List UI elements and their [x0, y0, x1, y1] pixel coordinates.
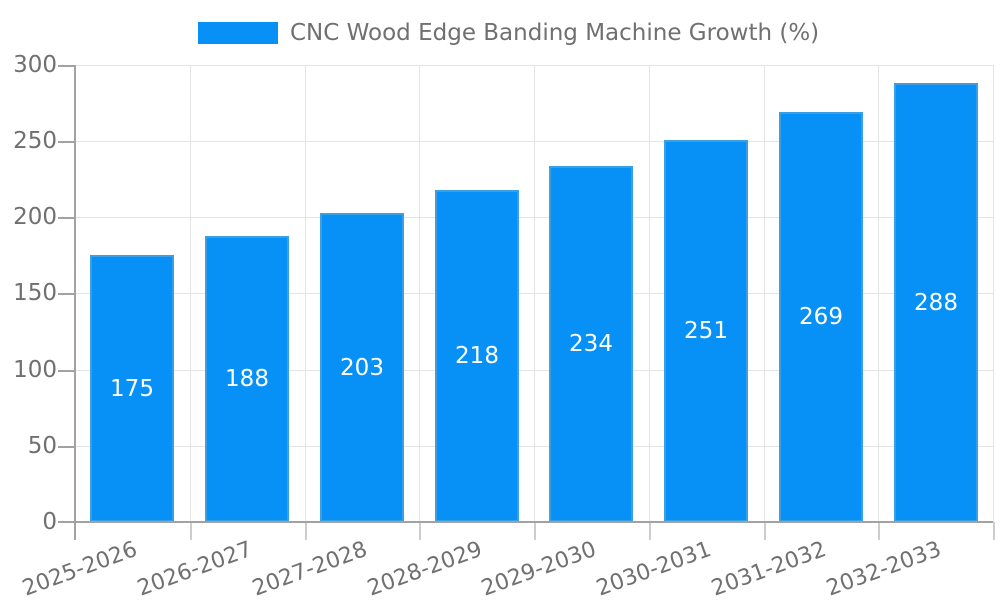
y-axis-line [74, 65, 76, 540]
bar: 203 [320, 213, 404, 522]
x-axis-tick [190, 522, 192, 540]
bar-value-label: 269 [799, 304, 843, 330]
legend-swatch [198, 22, 278, 44]
y-tick-label: 200 [13, 204, 57, 230]
x-axis-tick [649, 522, 651, 540]
x-axis-tick [878, 522, 880, 540]
gridline-vertical [305, 65, 306, 522]
gridline-vertical [649, 65, 650, 522]
bar: 188 [205, 236, 289, 522]
y-axis-tick [58, 293, 75, 295]
y-tick-label: 250 [13, 128, 57, 154]
bar-value-label: 234 [569, 331, 613, 357]
gridline-vertical [878, 65, 879, 522]
y-axis-tick [58, 217, 75, 219]
gridline-vertical [419, 65, 420, 522]
y-tick-label: 300 [13, 52, 57, 78]
x-axis-tick [764, 522, 766, 540]
legend-item[interactable]: CNC Wood Edge Banding Machine Growth (%) [198, 20, 819, 46]
x-axis-tick [993, 522, 995, 540]
y-tick-label: 100 [13, 357, 57, 383]
bar: 218 [435, 190, 519, 522]
bar: 251 [664, 140, 748, 522]
bar: 175 [90, 255, 174, 522]
bar: 288 [894, 83, 978, 522]
bar-value-label: 288 [914, 289, 958, 316]
y-tick-label: 0 [42, 509, 57, 535]
x-axis-line [58, 521, 993, 523]
bar-value-label: 175 [110, 375, 154, 402]
y-axis-tick [58, 370, 75, 372]
bar-value-label: 251 [684, 318, 728, 344]
bar: 234 [549, 166, 633, 522]
bar-value-label: 188 [225, 366, 269, 392]
gridline-vertical [993, 65, 994, 522]
y-axis-tick [58, 446, 75, 448]
y-axis-tick [58, 65, 75, 67]
bar-value-label: 218 [455, 343, 499, 369]
x-axis-tick [534, 522, 536, 540]
x-axis-tick [419, 522, 421, 540]
legend-label: CNC Wood Edge Banding Machine Growth (%) [290, 20, 820, 46]
y-axis-tick [58, 141, 75, 143]
gridline-vertical [190, 65, 191, 522]
y-tick-label: 150 [13, 280, 57, 306]
bar: 269 [779, 112, 863, 522]
gridline-vertical [764, 65, 765, 522]
y-tick-label: 50 [27, 433, 57, 459]
bar-value-label: 203 [340, 354, 384, 381]
x-axis-tick [305, 522, 307, 540]
gridline-vertical [534, 65, 535, 522]
